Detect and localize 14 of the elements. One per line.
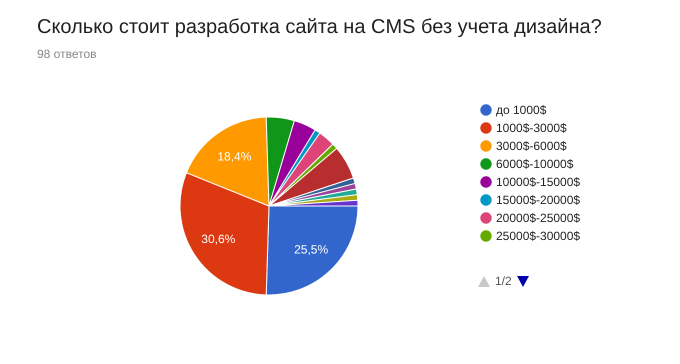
legend-label: 15000$-20000$ <box>496 193 580 207</box>
legend-label: 20000$-25000$ <box>496 211 580 225</box>
legend-label: 25000$-30000$ <box>496 229 580 243</box>
chart-title: Сколько стоит разработка сайта на CMS без учета дизайна? <box>37 16 602 38</box>
legend-label: 6000$-10000$ <box>496 157 574 171</box>
legend-label: 1000$-3000$ <box>496 121 568 135</box>
data-label: 30,6% <box>201 232 236 246</box>
legend-label: до 1000$ <box>496 103 547 117</box>
data-label: 25,5% <box>294 242 328 256</box>
data-label: 18,4% <box>217 149 252 164</box>
legend-label: 3000$-6000$ <box>496 139 568 153</box>
legend-label: 10000$-15000$ <box>496 175 580 189</box>
text: 98 ответов <box>37 47 97 61</box>
text: 1/2 <box>495 274 512 288</box>
